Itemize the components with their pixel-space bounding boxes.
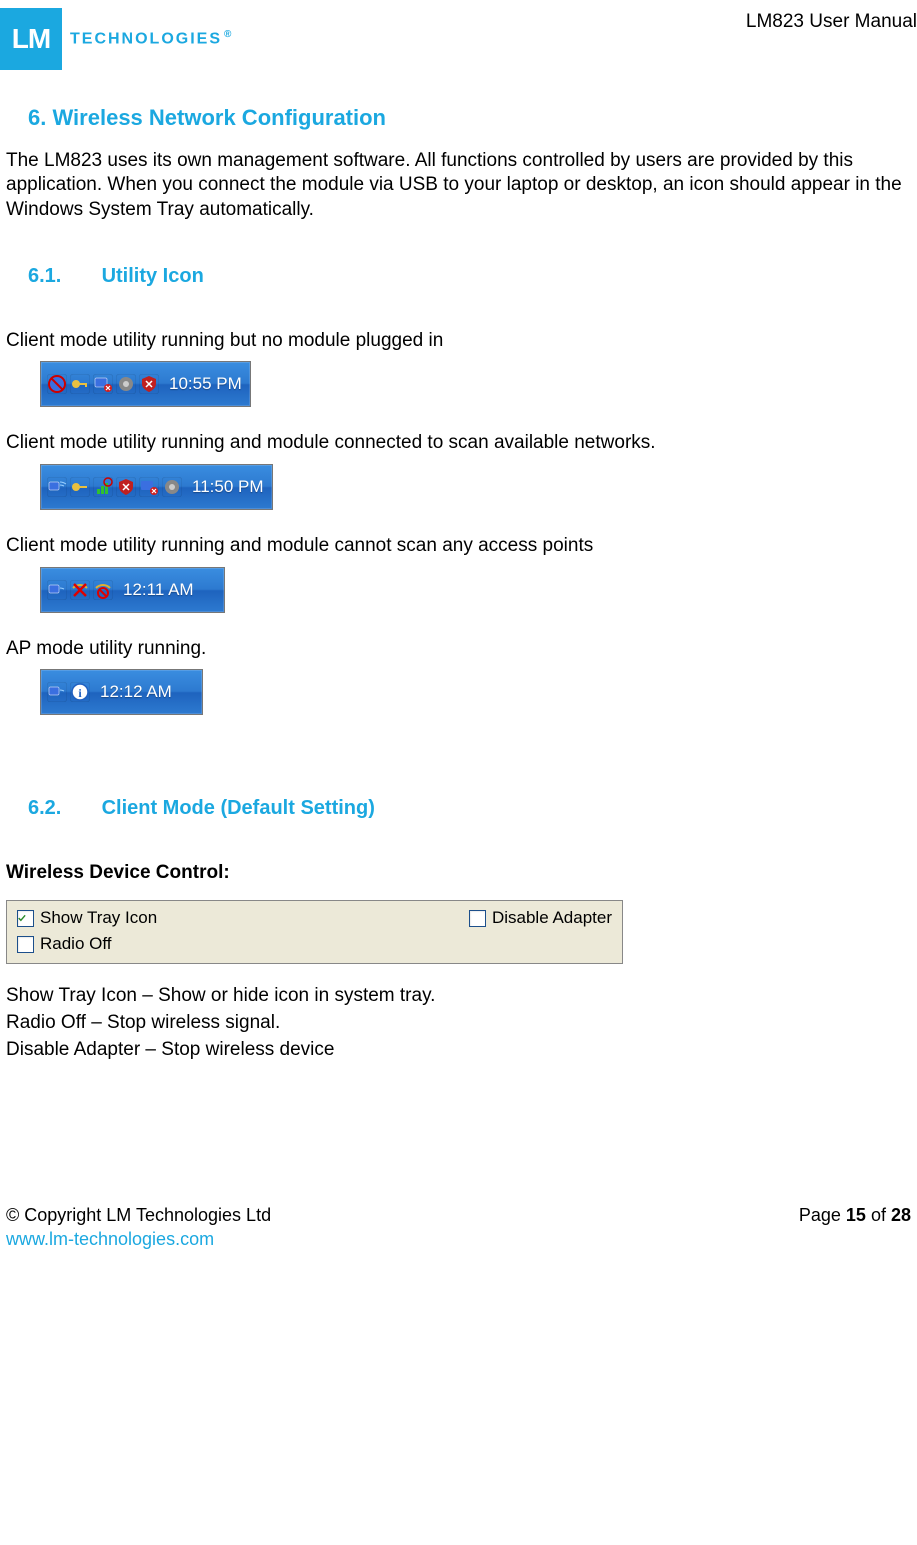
footer-url[interactable]: www.lm-technologies.com <box>6 1229 214 1249</box>
system-tray-3: 12:11 AM <box>40 567 225 613</box>
tray-clock-4: 12:12 AM <box>100 681 172 703</box>
section-6-number: 6. <box>28 105 46 130</box>
footer-page-sep: of <box>866 1205 891 1225</box>
desc-disable-adapter: Disable Adapter – Stop wireless device <box>6 1038 911 1063</box>
wireless-device-control-panel: Show Tray Icon Radio Off Disable Adapter <box>6 900 623 964</box>
logo-mark: LM <box>0 8 62 70</box>
shield-x-icon <box>139 374 159 394</box>
footer-page-prefix: Page <box>799 1205 846 1225</box>
tray-clock-1: 10:55 PM <box>169 373 242 395</box>
logo-word: TECHNOLOGIES <box>70 30 222 47</box>
show-tray-icon-option[interactable]: Show Tray Icon <box>17 907 157 929</box>
section-6-2-number: 6.2. <box>28 795 96 821</box>
desc-radio-off: Radio Off – Stop wireless signal. <box>6 1011 911 1036</box>
doc-title: LM823 User Manual <box>746 8 917 35</box>
section-6-2-heading: 6.2. Client Mode (Default Setting) <box>28 795 911 821</box>
brand-logo: LM TECHNOLOGIES® <box>0 8 233 70</box>
disable-adapter-option[interactable]: Disable Adapter <box>469 907 612 929</box>
footer-page-number: Page 15 of 28 <box>799 1204 911 1251</box>
tray-caption-2: Client mode utility running and module c… <box>6 431 911 456</box>
monitor-signal-icon <box>47 580 67 600</box>
wireless-device-control-heading: Wireless Device Control: <box>6 861 911 886</box>
desc-show-tray: Show Tray Icon – Show or hide icon in sy… <box>6 984 911 1009</box>
show-tray-icon-checkbox[interactable] <box>17 910 34 927</box>
page-header: LM TECHNOLOGIES® LM823 User Manual <box>0 0 917 74</box>
wifi-blocked-icon <box>47 374 67 394</box>
system-tray-1: 10:55 PM <box>40 361 251 407</box>
tray-clock-2: 11:50 PM <box>192 476 264 498</box>
footer-page-current: 15 <box>846 1205 866 1225</box>
show-tray-icon-label: Show Tray Icon <box>40 907 157 929</box>
wifi-redcircle-icon <box>93 580 113 600</box>
monitor-signal-icon <box>47 477 67 497</box>
footer-copyright: © Copyright LM Technologies Ltd <box>6 1204 271 1227</box>
info-circle-icon: i <box>70 682 90 702</box>
wifi-signal-icon <box>93 477 113 497</box>
section-6-1-number: 6.1. <box>28 263 96 289</box>
section-6-intro: The LM823 uses its own management softwa… <box>6 149 911 223</box>
disable-adapter-label: Disable Adapter <box>492 907 612 929</box>
gear-icon <box>162 477 182 497</box>
logo-registered: ® <box>224 29 233 40</box>
tray-caption-1: Client mode utility running but no modul… <box>6 329 911 354</box>
monitor-x-icon <box>139 477 159 497</box>
logo-wordmark: TECHNOLOGIES® <box>70 28 233 50</box>
key-icon <box>70 477 90 497</box>
section-6-1-title: Utility Icon <box>102 265 204 287</box>
shield-x-icon <box>116 477 136 497</box>
system-tray-4: i 12:12 AM <box>40 669 203 715</box>
tray-clock-3: 12:11 AM <box>123 579 194 601</box>
radio-off-label: Radio Off <box>40 933 112 955</box>
tray-caption-4: AP mode utility running. <box>6 637 911 662</box>
radio-off-checkbox[interactable] <box>17 936 34 953</box>
section-6-1-heading: 6.1. Utility Icon <box>28 263 911 289</box>
tray-caption-3: Client mode utility running and module c… <box>6 534 911 559</box>
gear-icon <box>116 374 136 394</box>
monitor-signal-icon <box>47 682 67 702</box>
page-footer: © Copyright LM Technologies Ltd www.lm-t… <box>0 1064 917 1251</box>
key-icon <box>70 374 90 394</box>
section-6-heading: 6. Wireless Network Configuration <box>28 104 911 133</box>
footer-page-total: 28 <box>891 1205 911 1225</box>
wifi-redx-icon <box>70 580 90 600</box>
section-6-2-title: Client Mode (Default Setting) <box>102 797 375 819</box>
monitor-x-icon <box>93 374 113 394</box>
disable-adapter-checkbox[interactable] <box>469 910 486 927</box>
system-tray-2: 11:50 PM <box>40 464 273 510</box>
radio-off-option[interactable]: Radio Off <box>17 933 157 955</box>
section-6-title: Wireless Network Configuration <box>52 105 386 130</box>
